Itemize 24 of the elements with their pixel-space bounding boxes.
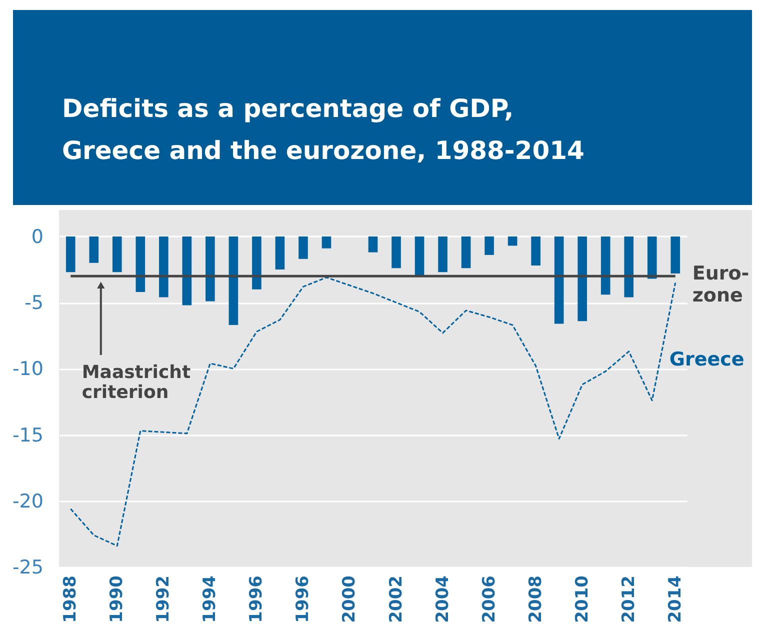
x-tick-label: 1988 (60, 576, 81, 623)
x-tick-label: 2006 (479, 576, 500, 623)
x-tick-label: 2004 (432, 575, 453, 623)
y-tick-label: -15 (12, 424, 44, 446)
y-tick-label: -5 (24, 292, 44, 314)
x-tick-label: 2002 (386, 576, 406, 623)
y-tick-label: 0 (31, 226, 44, 248)
x-tick-label: 2012 (618, 576, 639, 623)
x-tick-label: 1996 (246, 576, 267, 623)
x-tick-label: 1994 (200, 575, 220, 623)
x-tick-label: 1996 (293, 576, 314, 623)
x-tick-label: 2014 (665, 575, 686, 623)
y-tick-label: -10 (12, 358, 44, 380)
x-tick-label: 1992 (154, 576, 174, 623)
y-tick-label: -25 (12, 556, 44, 578)
ref-line-label: Maastricht criterion (82, 362, 191, 404)
x-tick-label: 1990 (107, 575, 128, 623)
x-tick-label: 2008 (526, 576, 546, 623)
chart-title: Deficits as a percentage of GDP, Greece and the eurozone, 1988-2014 (62, 94, 584, 165)
series-label: Greece (669, 348, 744, 371)
x-tick-label: 2000 (340, 575, 360, 623)
x-tick-label: 2010 (572, 575, 592, 623)
y-tick-label: -20 (12, 490, 44, 512)
series-label: Euro- zone (692, 262, 750, 306)
